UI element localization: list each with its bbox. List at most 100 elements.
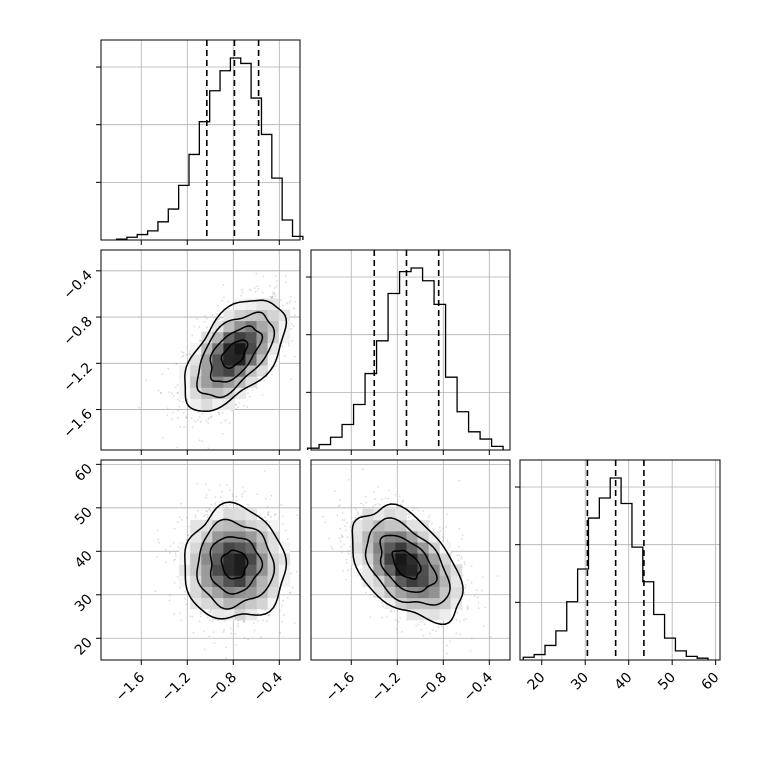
density-cell	[223, 354, 235, 366]
scatter-point	[237, 622, 240, 625]
scatter-point	[226, 506, 228, 509]
scatter-point	[193, 325, 196, 328]
scatter-point	[186, 603, 189, 606]
density-cell	[406, 531, 418, 543]
scatter-point	[417, 623, 420, 626]
density-cell	[245, 309, 257, 322]
scatter-point	[482, 625, 485, 627]
scatter-point	[209, 619, 212, 622]
y-tick-label: −1.2	[60, 360, 95, 395]
scatter-point	[241, 492, 244, 495]
density-cell	[212, 542, 224, 554]
scatter-point	[205, 483, 207, 486]
density-cell	[223, 597, 235, 610]
scatter-point	[191, 334, 194, 336]
density-cell	[212, 398, 224, 410]
panel-border	[310, 459, 511, 661]
scatter-point	[274, 513, 277, 515]
scatter-point	[219, 496, 222, 498]
scatter-point	[469, 649, 472, 652]
scatter-point	[259, 514, 261, 517]
scatter-point	[355, 509, 357, 511]
density-cell	[212, 586, 224, 599]
density-cell	[384, 553, 396, 565]
density-cell	[417, 531, 429, 543]
scatter-point	[199, 339, 202, 342]
scatter-point	[274, 514, 276, 516]
scatter-point	[157, 538, 160, 541]
density-cell	[212, 608, 224, 621]
scatter-point	[173, 613, 176, 616]
scatter-point	[177, 546, 180, 549]
scatter-point	[393, 610, 396, 613]
contour-level-2	[209, 325, 264, 383]
histogram-panel-3	[515, 459, 721, 661]
scatter-point	[304, 317, 306, 319]
scatter-point	[281, 345, 284, 348]
scatter-point	[274, 292, 276, 295]
scatter-point	[341, 453, 343, 455]
scatter-point	[188, 353, 190, 356]
x-tick-label: 30	[568, 670, 592, 694]
contour-level-4	[351, 503, 464, 625]
scatter-point	[345, 558, 348, 561]
scatter-point	[214, 502, 217, 504]
density-cell	[223, 508, 235, 521]
scatter-point	[369, 616, 372, 619]
scatter-point	[194, 514, 197, 517]
scatter-point	[184, 598, 186, 600]
y-tick-label: 30	[72, 591, 96, 615]
scatter-point	[322, 515, 324, 518]
scatter-point	[175, 363, 178, 366]
density-cell	[417, 553, 429, 565]
scatter-point	[399, 617, 401, 619]
x-tick-label: −0.4	[461, 669, 496, 704]
scatter-point	[210, 609, 212, 612]
density-cell	[267, 309, 280, 322]
scatter-point	[222, 432, 224, 435]
scatter-point	[290, 572, 293, 575]
scatter-point	[198, 439, 201, 442]
scatter-point	[229, 504, 232, 506]
scatter-point	[354, 516, 357, 519]
scatter-point	[210, 415, 213, 417]
density-cell	[245, 597, 257, 610]
scatter-point	[223, 628, 226, 631]
scatter-point	[221, 490, 224, 493]
density-cell	[190, 542, 202, 554]
scatter-point	[260, 636, 262, 639]
density-cell	[245, 342, 257, 355]
scatter-point	[280, 503, 283, 506]
density-cell	[395, 575, 407, 587]
x-tick-label: −1.6	[113, 669, 148, 704]
scatter-point	[296, 514, 299, 517]
scatter-point	[372, 505, 375, 507]
contour-level-3	[364, 517, 451, 606]
scatter-point	[489, 636, 492, 638]
scatter-point	[208, 635, 211, 638]
scatter-point	[213, 642, 216, 645]
y-tick-label: 60	[72, 461, 96, 485]
scatter-point	[218, 413, 221, 416]
scatter-point	[223, 296, 226, 299]
scatter-point	[269, 295, 272, 298]
scatter-point	[182, 354, 185, 357]
scatter-point	[178, 400, 181, 402]
density-cell	[256, 342, 268, 355]
scatter-point	[178, 586, 181, 589]
scatter-point	[464, 584, 467, 586]
scatter-point	[235, 403, 238, 406]
scatter-point	[292, 307, 295, 309]
scatter-point	[261, 394, 264, 396]
scatter-point	[360, 578, 363, 581]
scatter-point	[446, 644, 448, 647]
density-cell	[439, 597, 452, 610]
scatter-point	[428, 632, 431, 635]
scatter-point	[282, 599, 284, 602]
scatter-point	[278, 609, 281, 612]
scatter-point	[145, 379, 148, 382]
density-cell	[223, 342, 235, 355]
scatter-point	[256, 387, 259, 390]
scatter-point	[289, 296, 292, 298]
density-cell	[190, 519, 202, 532]
